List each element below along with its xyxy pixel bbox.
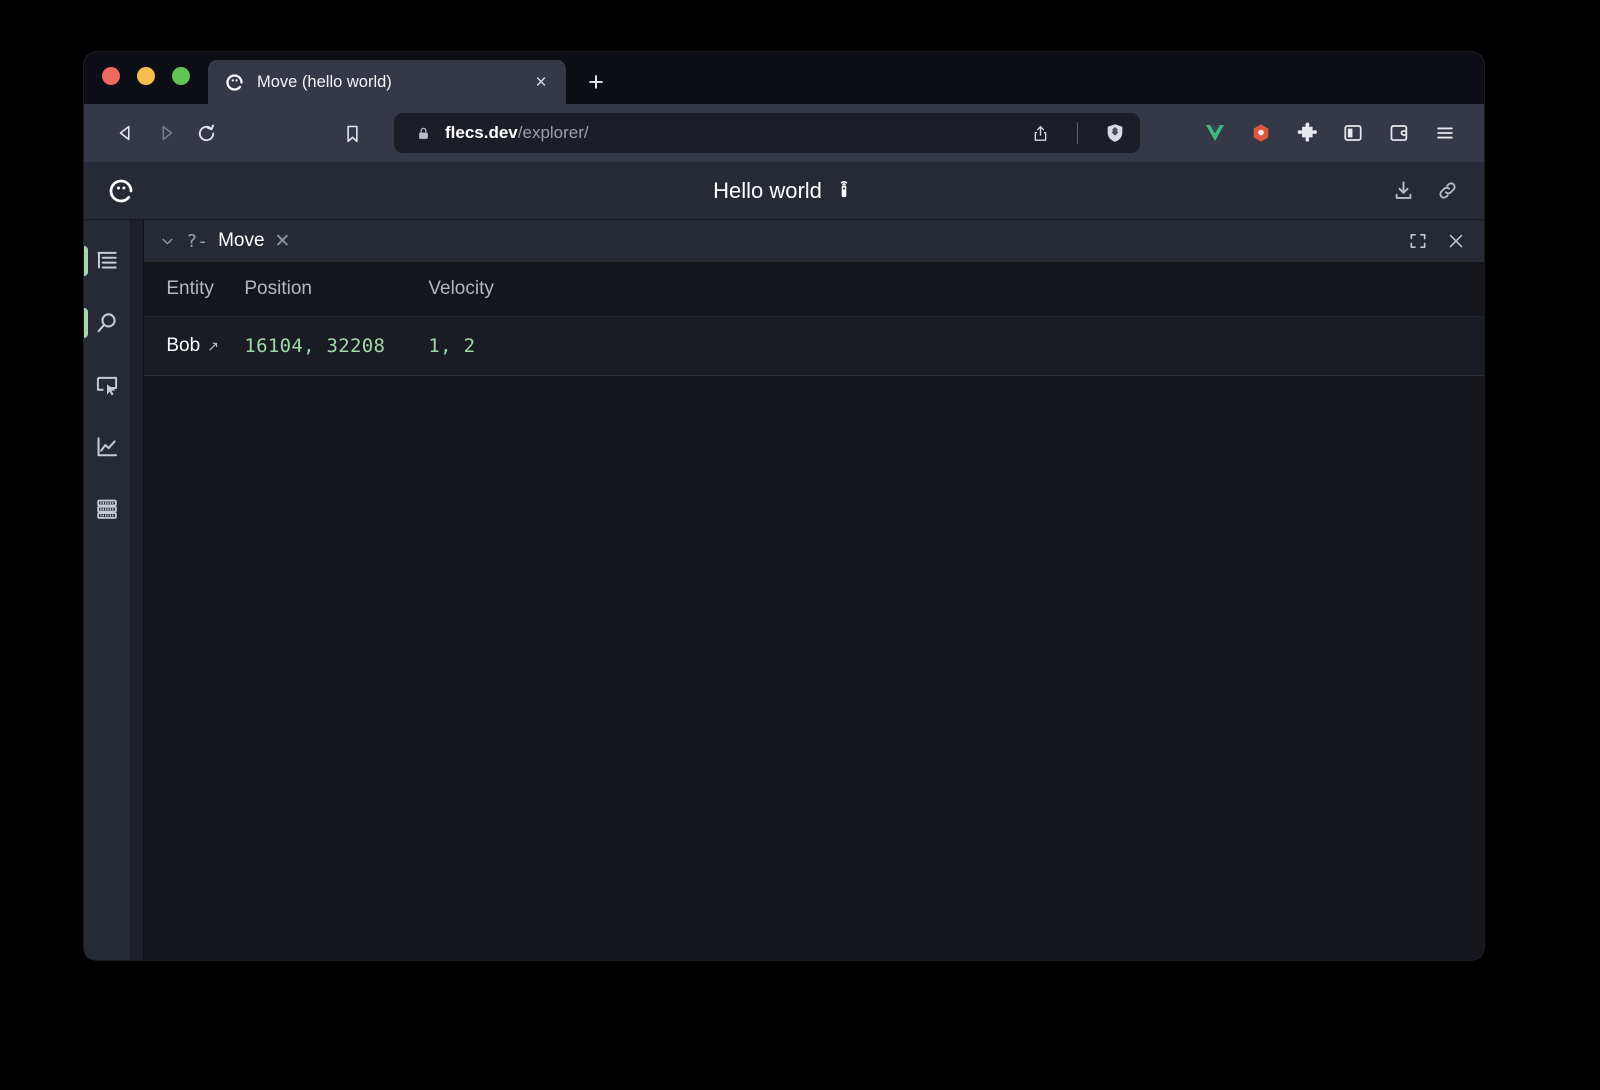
query-prefix: ?- [186, 230, 209, 252]
wallet-icon[interactable] [1376, 113, 1422, 153]
cell-position: 16104, 32208 [244, 316, 429, 376]
sidebar-toggle-icon[interactable] [1330, 113, 1376, 153]
table-header-row: Entity Position Velocity [144, 262, 1484, 317]
remote-connection-icon [833, 177, 855, 204]
sidebar-item-statistics[interactable] [84, 424, 130, 470]
fullscreen-icon[interactable] [1408, 231, 1428, 251]
sidebar-item-entities[interactable] [84, 238, 130, 284]
results-table: Entity Position Velocity Bob ↗ [144, 262, 1484, 376]
url-domain: flecs.dev [445, 123, 518, 142]
back-icon[interactable] [106, 113, 146, 153]
address-bar[interactable]: flecs.dev/explorer/ [394, 113, 1140, 153]
stats-icon [97, 437, 118, 457]
tree-view-icon [97, 251, 117, 269]
forward-icon [146, 113, 186, 153]
bookmark-icon[interactable] [332, 113, 372, 153]
browser-tab-title: Move (hello world) [257, 72, 392, 91]
tab-strip: Move (hello world) × + [84, 52, 1484, 104]
sidebar-item-tables[interactable] [84, 486, 130, 532]
query-remove-icon[interactable]: ✕ [274, 230, 291, 252]
app-body: › flecs › Position › Velocity › [84, 220, 1484, 960]
window-minimize-button[interactable] [137, 67, 155, 85]
brave-shield-icon[interactable] [1098, 116, 1132, 150]
browser-window: Move (hello world) × + [84, 52, 1484, 960]
query-panel-controls [1408, 231, 1466, 251]
flecs-logo-icon [224, 72, 245, 93]
sidebar-item-query[interactable] [84, 300, 130, 346]
reload-icon[interactable] [186, 113, 226, 153]
new-tab-button[interactable]: + [588, 66, 604, 97]
lock-icon [416, 125, 431, 142]
vue-devtools-icon[interactable] [1192, 113, 1238, 153]
column-header-position[interactable]: Position [244, 262, 429, 317]
browser-toolbar: flecs.dev/explorer/ [84, 104, 1484, 162]
empty-results-area [144, 376, 1484, 960]
column-header-velocity[interactable]: Velocity [428, 262, 1484, 317]
url-text: flecs.dev/explorer/ [445, 123, 1009, 143]
cell-velocity: 1, 2 [428, 316, 1484, 376]
share-link-icon[interactable] [1432, 176, 1462, 206]
main-content: ?- Move ✕ [144, 220, 1484, 960]
query-panel-header: ?- Move ✕ [144, 220, 1484, 262]
column-header-entity[interactable]: Entity [144, 262, 245, 317]
hexagon-extension-icon[interactable] [1238, 113, 1284, 153]
flecs-logo-icon[interactable] [106, 176, 136, 206]
url-path: /explorer/ [517, 123, 589, 142]
download-icon[interactable] [1388, 176, 1418, 206]
chevron-down-icon[interactable] [158, 234, 176, 249]
search-icon [97, 313, 116, 333]
browser-tab[interactable]: Move (hello world) × [208, 60, 566, 104]
sidebar-item-inspector[interactable] [84, 362, 130, 408]
window-maximize-button[interactable] [172, 67, 190, 85]
browser-extensions [1192, 113, 1468, 153]
app-header: Hello world [84, 162, 1484, 220]
tables-icon [97, 499, 117, 519]
open-entity-icon[interactable]: ↗ [207, 338, 219, 354]
flecs-explorer-app: Hello world [84, 162, 1484, 960]
window-close-button[interactable] [102, 67, 120, 85]
share-icon[interactable] [1023, 116, 1057, 150]
active-marker [84, 308, 88, 338]
inspector-icon [96, 376, 118, 396]
window-traffic-lights [102, 52, 190, 104]
active-marker [84, 246, 88, 276]
entity-name: Bob [166, 335, 201, 356]
toolbar-divider [1077, 122, 1078, 144]
close-icon[interactable]: × [535, 71, 547, 93]
app-title-group: Hello world [84, 177, 1484, 204]
icon-rail [84, 220, 131, 960]
panel-close-icon[interactable] [1446, 231, 1466, 251]
puzzle-extensions-icon[interactable] [1284, 113, 1330, 153]
table-row[interactable]: Bob ↗ 16104, 32208 1, 2 [144, 316, 1484, 376]
results-table-wrap: Entity Position Velocity Bob ↗ [144, 262, 1484, 376]
page-title: Hello world [713, 177, 822, 203]
cell-entity[interactable]: Bob ↗ [144, 316, 245, 376]
entity-tree-panel: › flecs › Position › Velocity › [131, 220, 145, 960]
app-header-actions [1388, 176, 1462, 206]
browser-menu-icon[interactable] [1422, 113, 1468, 153]
query-panel-title: Move [218, 230, 265, 251]
